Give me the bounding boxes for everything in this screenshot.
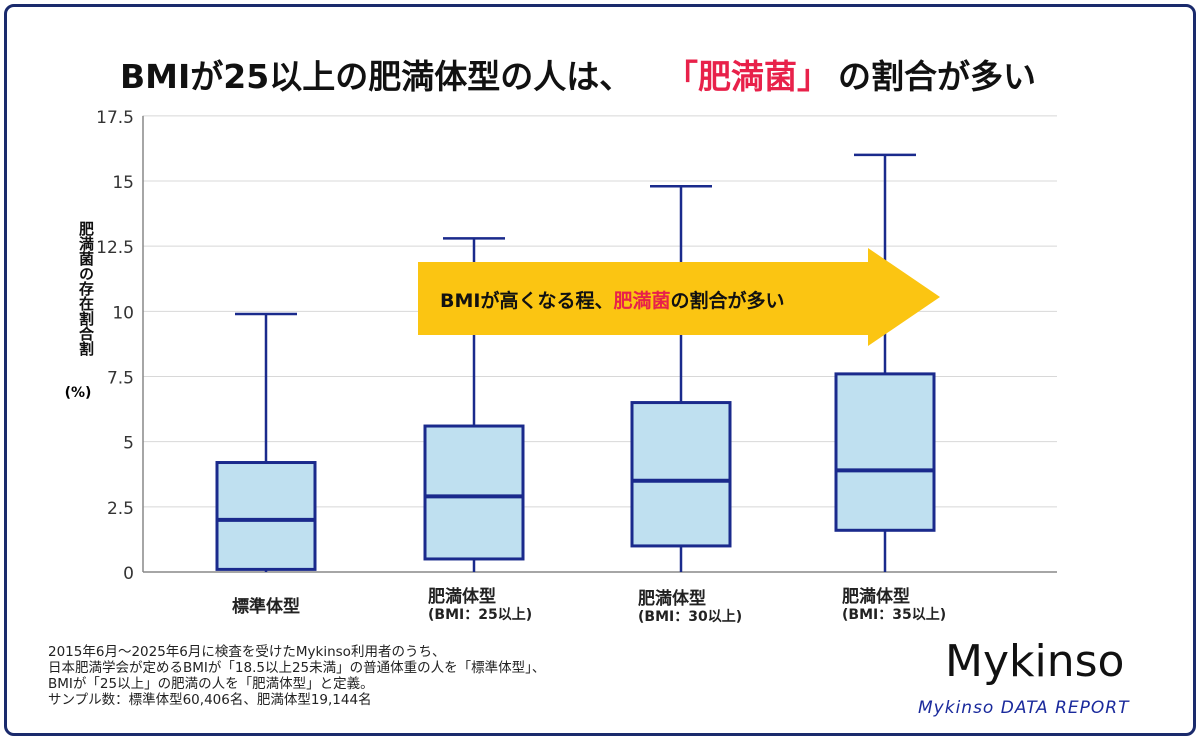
y-tick-label: 2.5	[107, 499, 134, 519]
footnote-line: BMIが「25以上」の肥満の人を「肥満体型」と定義。	[48, 676, 374, 692]
x-label-3: 肥満体型 (BMI：35以上)	[842, 588, 946, 624]
y-tick-label: 7.5	[107, 369, 134, 389]
box	[423, 424, 525, 561]
y-tick-label: 0	[123, 564, 134, 584]
annotation-part2: の割合が多い	[670, 290, 785, 312]
x-label-text: 肥満体型	[638, 589, 706, 609]
x-sublabel: (BMI：25以上)	[428, 607, 533, 623]
x-label-text: 肥満体型	[428, 587, 496, 607]
y-tick-label: 17.5	[96, 108, 134, 128]
title-part2: の割合が多い	[838, 57, 1036, 96]
x-sublabel: (BMI：30以上)	[638, 609, 743, 625]
footnote-line: 日本肥満学会が定めるBMIが「18.5以上25未満」の普通体重の人を「標準体型」…	[48, 660, 546, 676]
box	[834, 372, 936, 532]
x-label-text: 肥満体型	[842, 587, 910, 607]
report-frame	[4, 4, 1196, 736]
annotation-part1: BMIが高くなる程、	[440, 290, 614, 312]
trend-annotation: BMIが高くなる程、肥満菌の割合が多い	[440, 286, 785, 313]
x-label-2: 肥満体型 (BMI：30以上)	[638, 590, 742, 626]
box	[630, 401, 732, 548]
y-tick-label: 15	[112, 173, 134, 193]
footnote: 2015年6月～2025年6月に検査を受けたMykinso利用者のうち、 日本肥…	[48, 644, 545, 708]
x-label-1: 肥満体型 (BMI：25以上)	[428, 588, 532, 624]
title-part1: BMIが25以上の肥満体型の人は、	[120, 57, 633, 96]
box	[215, 461, 317, 571]
mykinso-logo: Mykinso	[945, 636, 1125, 687]
logo-subtitle: Mykinso DATA REPORT	[918, 698, 1130, 718]
x-label-0: 標準体型	[232, 598, 300, 616]
x-sublabel: (BMI：35以上)	[842, 607, 947, 623]
y-tick-label: 5	[123, 434, 134, 454]
annotation-highlight: 肥満菌	[613, 290, 671, 312]
y-tick-label: 10	[112, 303, 134, 323]
footnote-line: 2015年6月～2025年6月に検査を受けたMykinso利用者のうち、	[48, 644, 446, 660]
y-axis-unit: (%)	[64, 385, 92, 401]
footnote-line: サンプル数：標準体型60,406名、肥満体型19,144名	[48, 692, 372, 708]
title-highlight: 「肥満菌」	[665, 57, 830, 96]
y-axis-label: 肥満菌の存在割合割	[77, 220, 95, 356]
trend-arrow	[418, 248, 940, 346]
x-label-text: 標準体型	[232, 597, 300, 617]
y-tick-label: 12.5	[96, 238, 134, 258]
